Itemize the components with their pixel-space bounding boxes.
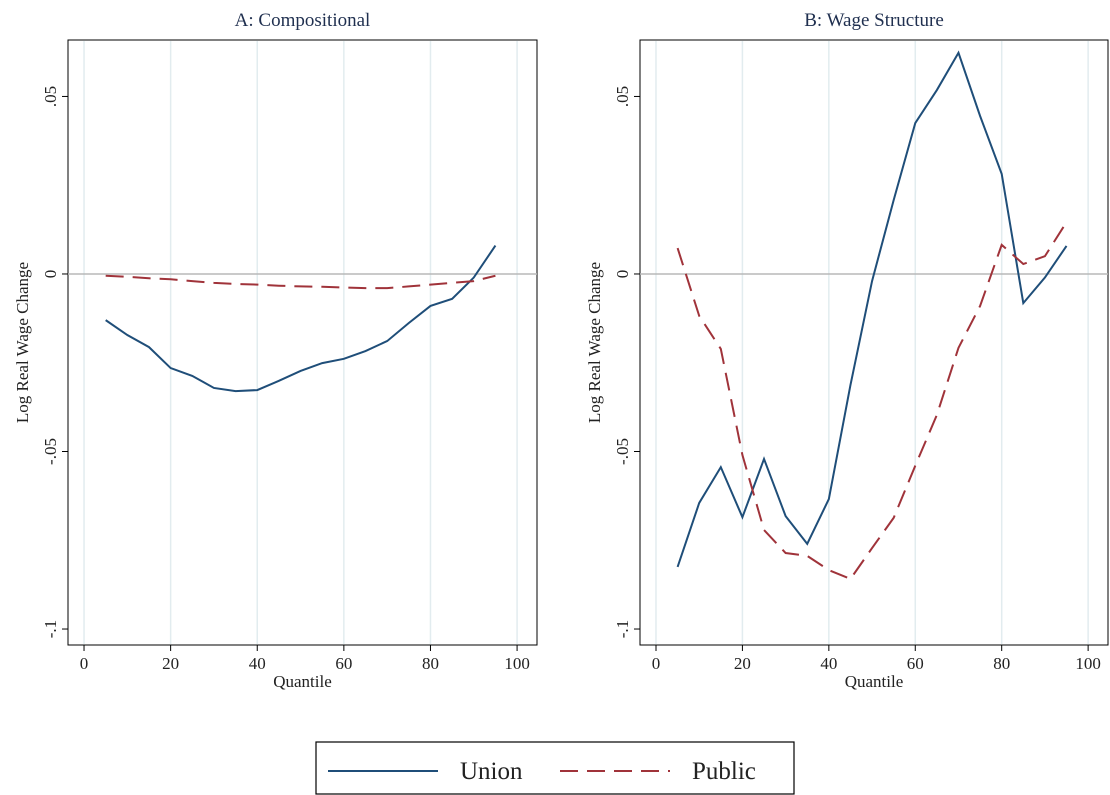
line-series xyxy=(676,50,1068,568)
y-axis-label: Log Real Wage Change xyxy=(13,262,32,423)
x-tick-label: 100 xyxy=(504,654,530,673)
legend-box xyxy=(315,741,795,795)
x-tick-label: 40 xyxy=(249,654,266,673)
x-tick-label: 100 xyxy=(1075,654,1101,673)
y-tick-label: 0 xyxy=(613,270,632,279)
y-tick-label: -.05 xyxy=(613,438,632,465)
y-tick-label: .05 xyxy=(41,86,60,107)
x-tick-label: 40 xyxy=(820,654,837,673)
y-tick-label: 0 xyxy=(41,270,60,279)
y-tick-label: -.1 xyxy=(613,620,632,638)
y-tick-label: .05 xyxy=(613,86,632,107)
x-tick-label: 80 xyxy=(422,654,439,673)
x-axis-label: Quantile xyxy=(845,672,904,691)
plot-area xyxy=(639,39,1109,646)
legend-label: Public xyxy=(692,758,756,785)
chart-title: B: Wage Structure xyxy=(804,10,944,31)
y-tick-label: -.05 xyxy=(41,438,60,465)
x-tick-label: 0 xyxy=(652,654,661,673)
y-tick-label: -.1 xyxy=(41,620,60,638)
x-tick-label: 60 xyxy=(907,654,924,673)
line-series xyxy=(105,245,497,393)
legend-label: Union xyxy=(460,758,523,785)
plot-area xyxy=(67,39,538,646)
x-tick-label: 80 xyxy=(993,654,1010,673)
chart-title: A: Compositional xyxy=(235,10,371,31)
x-tick-label: 20 xyxy=(162,654,179,673)
x-axis-label: Quantile xyxy=(273,672,332,691)
x-tick-label: 60 xyxy=(335,654,352,673)
line-series xyxy=(105,274,496,290)
x-tick-label: 20 xyxy=(734,654,751,673)
x-tick-label: 0 xyxy=(80,654,89,673)
line-series xyxy=(676,221,1068,581)
y-axis-label: Log Real Wage Change xyxy=(585,262,604,423)
